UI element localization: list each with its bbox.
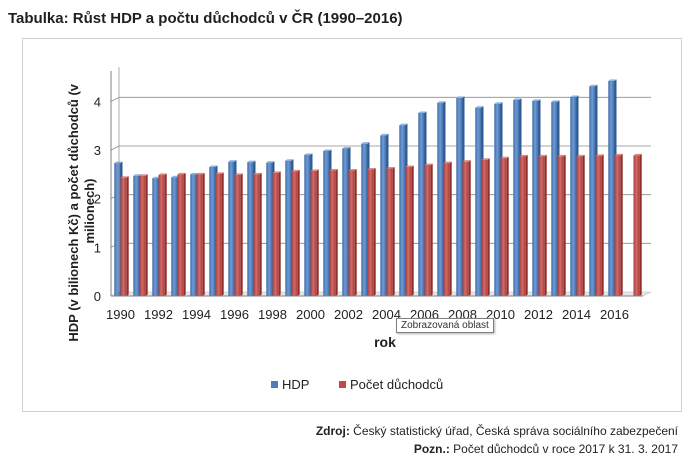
bar-pocet — [595, 154, 604, 296]
chart-area[interactable]: 0 1 2 3 4 1990 1992 1994 1996 1998 2000 2002 2004 200… — [22, 38, 682, 412]
bar-pocet — [310, 169, 319, 296]
note-label: Pozn.: — [413, 442, 450, 456]
tooltip: Zobrazovaná oblast — [396, 318, 494, 333]
y-tick-label: 1 — [94, 240, 101, 255]
bar-pocet — [253, 172, 262, 296]
bar-pocet — [120, 176, 129, 296]
footnote: Pozn.: Počet důchodců v roce 2017 k 31. … — [414, 442, 678, 456]
source-label: Zdroj: — [315, 424, 350, 438]
x-tick-label: 2002 — [334, 307, 363, 322]
legend-label-hdp: HDP — [282, 377, 309, 392]
note-text: Počet důchodců v roce 2017 k 31. 3. 2017 — [449, 442, 678, 456]
gridline-depth — [110, 145, 120, 151]
x-tick-label: 1996 — [220, 307, 249, 322]
bar-pocet — [443, 161, 452, 296]
bar-pocet — [158, 173, 167, 296]
bar-pocet — [177, 172, 186, 296]
y-axis-label: HDP (v bilionech Kč) a počet důchodců (v… — [66, 80, 97, 341]
bar-pocet — [291, 169, 300, 296]
bar-pocet — [424, 163, 433, 296]
bar-pocet — [519, 154, 528, 296]
gridline-depth — [110, 96, 120, 102]
x-tick-label: 2004 — [372, 307, 401, 322]
source-note: Zdroj: Český statistický úřad, Česká spr… — [316, 424, 678, 438]
y-tick-label: 2 — [94, 192, 101, 207]
legend-swatch-pocet — [339, 381, 346, 388]
legend-swatch-hdp — [271, 381, 278, 388]
x-tick-label: 1992 — [144, 307, 173, 322]
bar-pocet — [139, 174, 148, 296]
x-axis-label: rok — [374, 334, 396, 350]
legend: HDP Počet důchodců — [271, 377, 443, 392]
bar-pocet — [614, 153, 623, 296]
legend-label-pocet: Počet důchodců — [350, 377, 443, 392]
x-tick-label: 2014 — [562, 307, 591, 322]
bar-pocet — [272, 171, 281, 296]
bar-pocet — [386, 166, 395, 296]
x-tick-label: 1994 — [182, 307, 211, 322]
y-tick-label: 0 — [94, 289, 101, 304]
source-text: Český statistický úřad, Česká správa soc… — [349, 424, 678, 438]
x-tick-label: 2016 — [600, 307, 629, 322]
x-tick-label: 2012 — [524, 307, 553, 322]
bar-pocet — [557, 154, 566, 296]
bar-pocet — [196, 172, 205, 296]
y-tick-label: 3 — [94, 143, 101, 158]
bar-pocet — [215, 172, 224, 296]
bar-pocet — [329, 168, 338, 296]
y-tick-label: 4 — [94, 94, 101, 109]
bar-pocet — [462, 160, 471, 296]
bar-pocet — [234, 173, 243, 296]
x-tick-label: 1990 — [106, 307, 135, 322]
bar-pocet — [367, 167, 376, 296]
x-tick-label: 1998 — [258, 307, 287, 322]
bars — [114, 79, 642, 297]
bar-pocet — [576, 154, 585, 296]
bar-pocet — [633, 153, 642, 296]
bar-pocet — [500, 156, 509, 296]
bar-pocet — [538, 154, 547, 296]
bar-pocet — [348, 168, 357, 296]
bar-pocet — [481, 158, 490, 296]
page-title: Tabulka: Růst HDP a počtu důchodců v ČR … — [8, 10, 403, 27]
bar-pocet — [405, 165, 414, 296]
x-tick-label: 2000 — [296, 307, 325, 322]
